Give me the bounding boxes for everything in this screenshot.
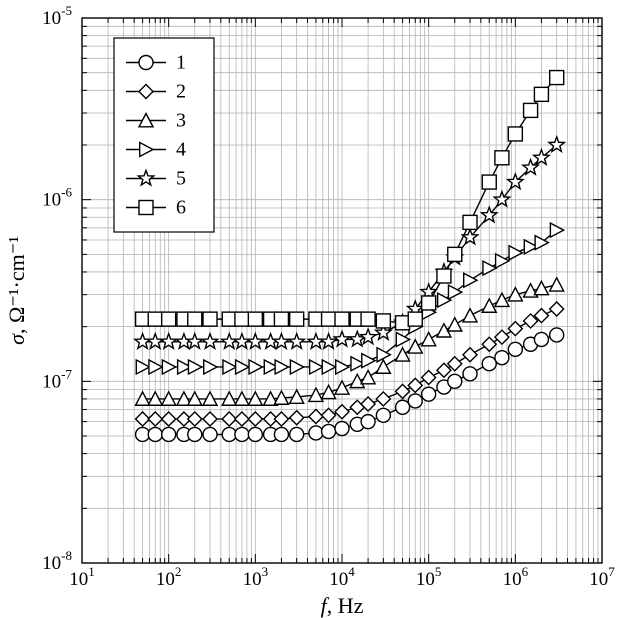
legend-item-5: 5 <box>176 168 186 190</box>
x-axis-label: f, Hz <box>321 593 364 618</box>
conductivity-chart: 10110210310410510610710-810-710-610-5f, … <box>0 0 626 618</box>
legend: 1 2 3 4 5 6 <box>114 38 214 232</box>
legend-item-3: 3 <box>176 110 186 132</box>
legend-item-1: 1 <box>176 52 186 74</box>
y-axis-label: σ, Ω⁻¹·cm⁻¹ <box>4 236 29 345</box>
legend-item-2: 2 <box>176 81 186 103</box>
legend-item-6: 6 <box>176 197 186 219</box>
legend-item-4: 4 <box>176 139 186 161</box>
